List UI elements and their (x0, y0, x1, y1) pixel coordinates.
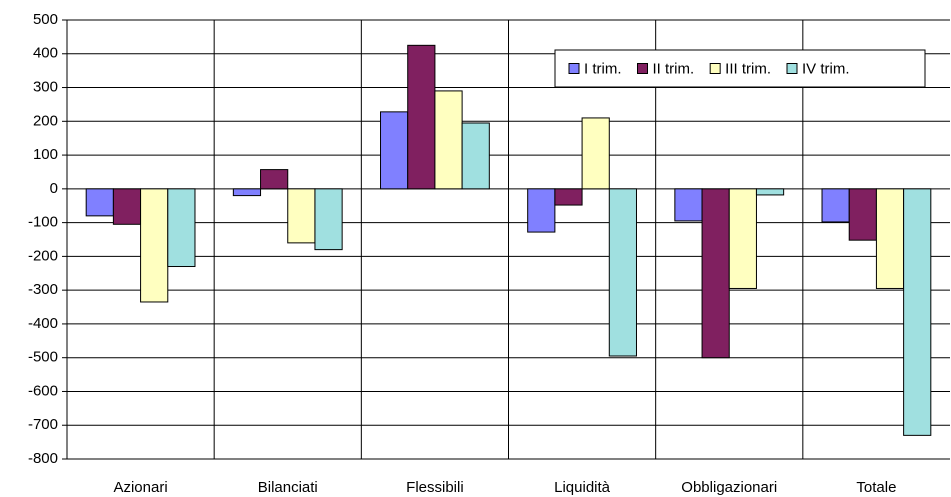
y-tick-label: 500 (33, 11, 58, 28)
bar (701, 188, 730, 359)
legend-label: II trim. (653, 60, 695, 77)
bar (85, 188, 114, 217)
bar (461, 122, 490, 190)
bar (260, 169, 289, 190)
legend-swatch (637, 63, 648, 74)
bar (140, 188, 169, 303)
y-tick-label: -600 (28, 382, 58, 399)
legend-label: III trim. (725, 60, 771, 77)
y-tick-label: -400 (28, 315, 58, 332)
x-tick-label: Flessibili (406, 479, 464, 496)
x-tick-label: Totale (856, 479, 896, 496)
bar (581, 117, 610, 190)
bar (875, 188, 905, 289)
bar (674, 188, 703, 222)
bar (167, 188, 196, 268)
bar (728, 188, 757, 289)
y-tick-label: 300 (33, 79, 58, 96)
x-tick-label: Bilanciati (258, 479, 318, 496)
y-tick-label: 0 (50, 180, 58, 197)
bar (608, 188, 637, 357)
y-tick-label: -100 (28, 214, 58, 231)
legend-swatch (709, 63, 721, 74)
bar (554, 188, 583, 206)
x-tick-label: Azionari (113, 479, 167, 496)
legend-swatch (786, 63, 798, 74)
bar (112, 188, 142, 225)
bar (821, 188, 850, 223)
bar (314, 188, 343, 251)
x-tick-label: Liquidità (554, 479, 611, 496)
y-tick-label: 100 (33, 146, 58, 163)
y-tick-label: -300 (28, 281, 58, 298)
bar (434, 90, 463, 190)
bar (755, 188, 785, 196)
y-tick-label: -800 (28, 450, 58, 467)
bar (407, 44, 436, 190)
y-tick-label: 400 (33, 45, 58, 62)
legend-swatch (568, 63, 580, 74)
bar (380, 111, 409, 190)
y-tick-label: 200 (33, 112, 58, 129)
y-tick-label: -500 (28, 349, 58, 366)
bar (232, 188, 262, 197)
bar (527, 188, 556, 233)
bar (287, 188, 316, 244)
legend-label: I trim. (584, 60, 622, 77)
legend-box (554, 49, 926, 88)
y-tick-label: -700 (28, 416, 58, 433)
bar (903, 188, 932, 436)
legend-label: IV trim. (802, 60, 850, 77)
y-tick-label: -200 (28, 247, 58, 264)
bar (848, 188, 877, 241)
x-tick-label: Obbligazionari (681, 479, 777, 496)
